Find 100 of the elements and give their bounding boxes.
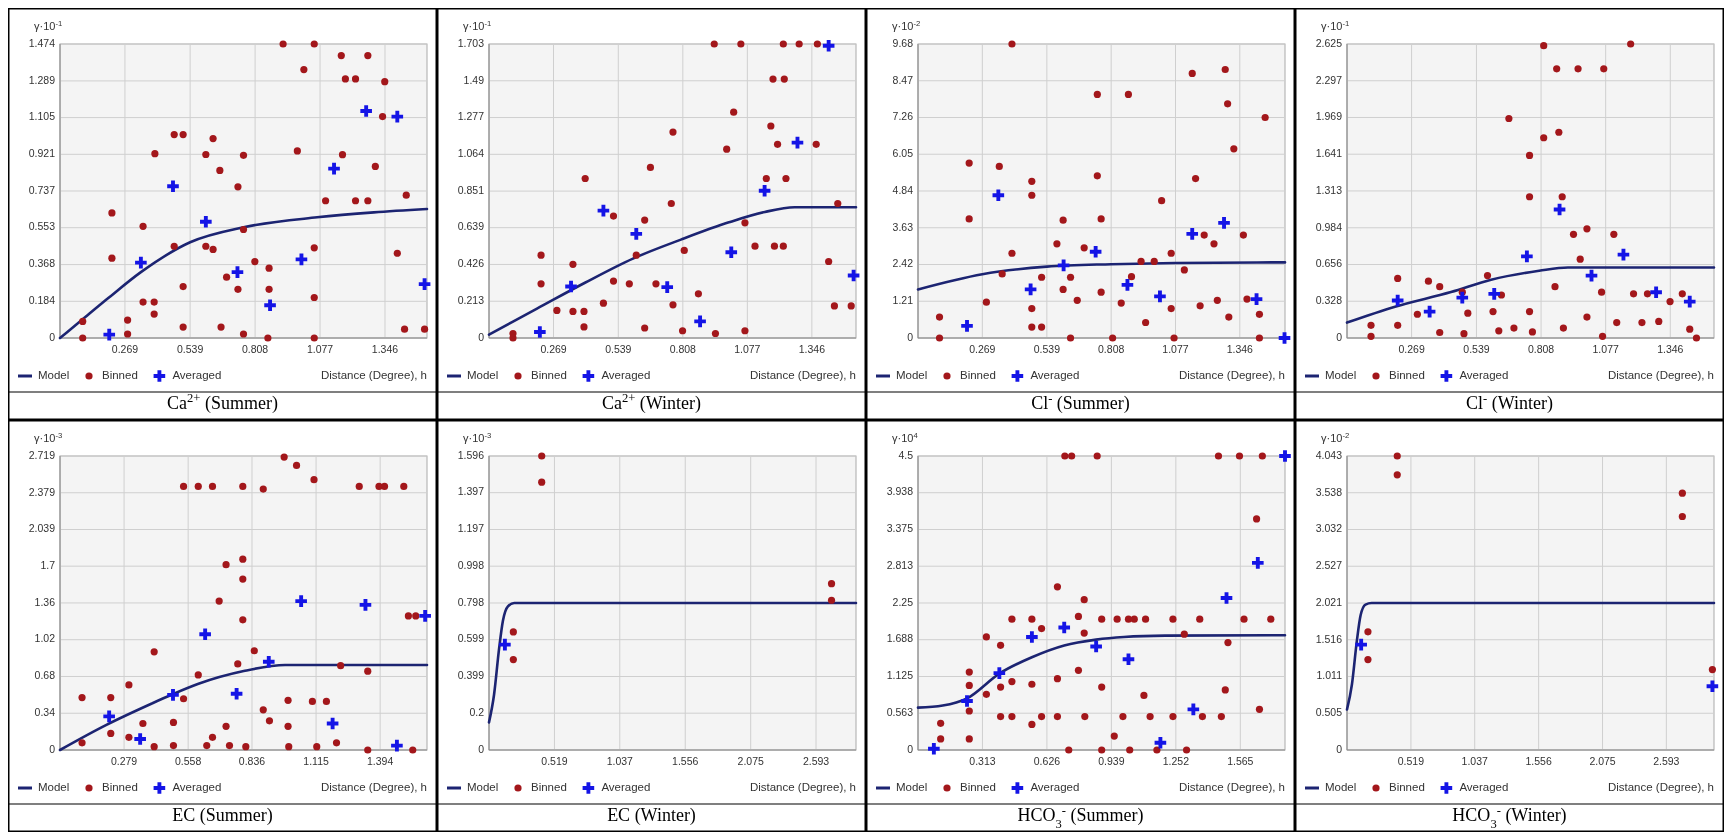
legend-label: Averaged	[1030, 369, 1080, 382]
point	[710, 40, 718, 48]
point	[355, 482, 363, 490]
point	[1146, 713, 1154, 721]
y-tick-label: 2.021	[1315, 595, 1343, 608]
point	[194, 671, 202, 679]
x-tick-label: 0.279	[110, 755, 138, 767]
y-tick-label: 1.516	[1315, 632, 1343, 645]
point	[509, 628, 517, 636]
point	[1666, 298, 1674, 306]
point	[167, 689, 179, 701]
point	[1708, 665, 1716, 674]
x-axis-title: Distance (Degree), h	[749, 781, 856, 794]
point	[1066, 334, 1075, 342]
y-tick-label: 0.399	[457, 669, 485, 682]
point	[300, 65, 308, 74]
x-tick-label: 1.346	[1226, 343, 1254, 355]
point	[795, 40, 803, 48]
point	[773, 140, 782, 148]
point	[965, 159, 973, 167]
point	[762, 174, 770, 183]
point	[242, 743, 250, 751]
y-tick-label: 0.563	[886, 706, 914, 718]
point	[965, 681, 973, 689]
legend-label: Binned	[960, 369, 996, 382]
point	[741, 219, 749, 227]
y-axis-title: γ·10$^{-1}$	[34, 18, 63, 32]
point	[1024, 283, 1037, 296]
x-axis-title: Distance (Degree), h	[1178, 781, 1285, 794]
point	[1167, 249, 1175, 257]
point	[1423, 305, 1436, 318]
point	[1186, 228, 1199, 240]
point	[1008, 249, 1016, 257]
point	[209, 134, 217, 143]
point	[1097, 288, 1105, 296]
point	[730, 108, 738, 116]
point	[264, 299, 276, 312]
x-tick-label: 1.346	[1657, 343, 1684, 355]
x-axis-title: Distance (Degree), h	[1607, 369, 1714, 382]
point	[993, 667, 1006, 679]
point	[202, 242, 210, 250]
point	[1182, 746, 1191, 754]
point	[222, 561, 230, 569]
point	[982, 298, 990, 306]
legend-label: Model	[467, 781, 499, 794]
point	[360, 105, 372, 117]
point	[1239, 231, 1247, 239]
legend-label: Model	[896, 369, 928, 382]
point	[711, 329, 720, 338]
y-tick-label: 0.505	[1315, 706, 1343, 719]
point	[125, 733, 133, 741]
point	[279, 40, 287, 48]
x-axis-title: Distance (Degree), h	[1178, 369, 1285, 382]
point	[996, 641, 1005, 649]
y-axis-title: γ·10$^{-3}$	[34, 430, 63, 444]
point	[1037, 625, 1046, 633]
point	[609, 277, 618, 285]
point	[378, 113, 387, 121]
y-tick-label: 0.213	[457, 294, 485, 307]
x-tick-label: 0.939	[1098, 755, 1125, 767]
point	[669, 128, 677, 136]
point	[1521, 250, 1533, 263]
point	[1188, 69, 1196, 78]
point	[293, 147, 301, 155]
point	[1081, 713, 1089, 721]
point	[669, 301, 677, 309]
point	[1224, 100, 1232, 108]
point	[1122, 653, 1135, 666]
point	[937, 719, 945, 727]
y-tick-label: 4.84	[892, 183, 914, 196]
point	[239, 616, 247, 624]
point	[1525, 307, 1534, 316]
y-tick-label: 6.05	[892, 147, 914, 160]
y-tick-label: 4.5	[898, 448, 914, 461]
x-tick-label: 1.346	[798, 343, 826, 355]
point	[1221, 686, 1229, 694]
legend-label: Averaged	[1459, 369, 1509, 382]
point	[1528, 328, 1537, 336]
x-axis-title: Distance (Degree), h	[749, 369, 856, 382]
y-tick-label: 2.625	[1315, 36, 1343, 49]
legend-label: Binned	[1389, 369, 1425, 382]
y-tick-label: 4.043	[1315, 448, 1343, 461]
point	[1220, 592, 1233, 604]
point	[1686, 325, 1694, 333]
point	[581, 174, 589, 183]
point	[1008, 713, 1016, 721]
point	[391, 739, 403, 752]
point	[1683, 295, 1696, 308]
point	[310, 334, 318, 342]
point	[328, 162, 340, 175]
point	[1187, 703, 1200, 716]
point	[1692, 334, 1701, 342]
point	[1008, 40, 1016, 48]
y-tick-label: 2.527	[1315, 559, 1343, 572]
point	[1141, 615, 1150, 623]
point	[364, 746, 372, 754]
y-axis-title: γ·10$^{-1}$	[1321, 18, 1350, 32]
point	[1540, 134, 1548, 142]
point	[1489, 307, 1497, 316]
x-tick-label: 1.346	[371, 343, 399, 355]
